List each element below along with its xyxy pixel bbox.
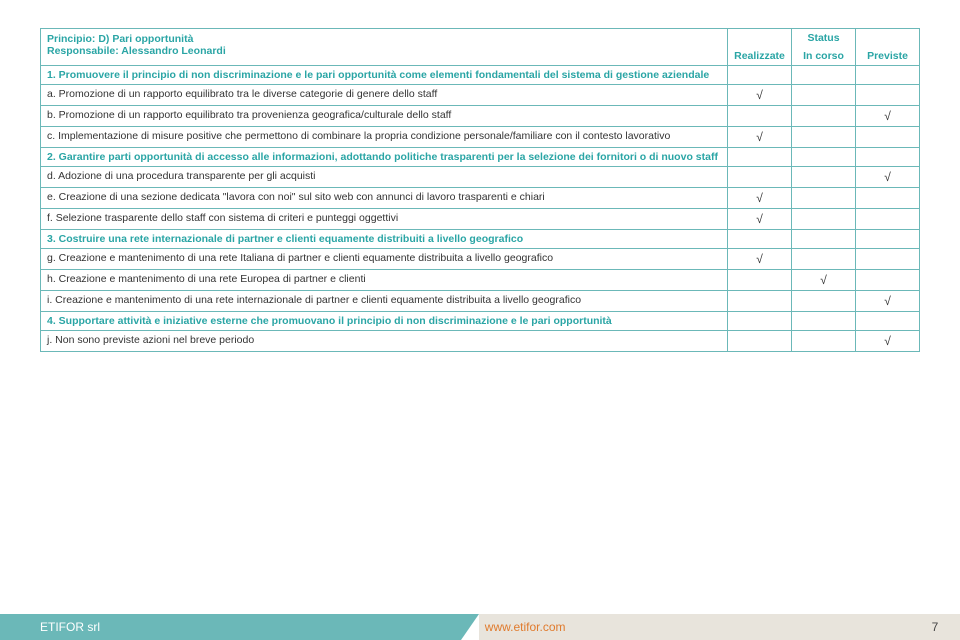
item-cell: h. Creazione e mantenimento di una rete … [41,270,728,291]
item-cell: g. Creazione e mantenimento di una rete … [41,249,728,270]
status-cell: √ [856,167,920,188]
status-cell: √ [856,291,920,312]
status-cell [728,106,792,127]
status-cell [856,209,920,230]
status-cell: √ [728,188,792,209]
status-cell: √ [792,270,856,291]
table-row: j. Non sono previste azioni nel breve pe… [41,331,920,352]
page-body: Principio: D) Pari opportunità Responsab… [0,0,960,614]
table-row: f. Selezione trasparente dello staff con… [41,209,920,230]
status-col-previste-sub [856,29,920,48]
status-cell [856,270,920,291]
status-cell: √ [856,331,920,352]
status-cell [728,331,792,352]
status-cell [792,230,856,249]
status-cell: √ [856,106,920,127]
status-cell [792,66,856,85]
table-row: g. Creazione e mantenimento di una rete … [41,249,920,270]
status-header: Status [792,29,856,48]
status-cell [728,291,792,312]
status-col-realizzate-sub [728,29,792,48]
table-body: 1. Promuovere il principio di non discri… [41,66,920,352]
status-table: Principio: D) Pari opportunità Responsab… [40,28,920,352]
section-cell: 2. Garantire parti opportunità di access… [41,148,728,167]
item-cell: f. Selezione trasparente dello staff con… [41,209,728,230]
table-row: i. Creazione e mantenimento di una rete … [41,291,920,312]
status-cell [728,148,792,167]
item-cell: a. Promozione di un rapporto equilibrato… [41,85,728,106]
status-cell [856,249,920,270]
table-row: h. Creazione e mantenimento di una rete … [41,270,920,291]
status-cell [856,230,920,249]
status-cell [728,167,792,188]
table-row: 2. Garantire parti opportunità di access… [41,148,920,167]
header-principle: Principio: D) Pari opportunità Responsab… [41,29,728,66]
section-cell: 1. Promuovere il principio di non discri… [41,66,728,85]
status-col-realizzate: Realizzate [728,47,792,66]
status-cell [792,167,856,188]
table-row: 1. Promuovere il principio di non discri… [41,66,920,85]
status-cell [792,127,856,148]
table-row: e. Creazione di una sezione dedicata "la… [41,188,920,209]
status-cell [792,148,856,167]
status-cell [856,127,920,148]
footer-company: ETIFOR srl [0,614,461,640]
status-col-previste: Previste [856,47,920,66]
status-cell [792,312,856,331]
footer-url: www.etifor.com [479,614,910,640]
status-cell [856,188,920,209]
section-cell: 3. Costruire una rete internazionale di … [41,230,728,249]
status-col-incorso: In corso [792,47,856,66]
item-cell: e. Creazione di una sezione dedicata "la… [41,188,728,209]
status-cell [792,291,856,312]
status-cell [728,230,792,249]
status-cell [792,331,856,352]
status-cell [792,209,856,230]
page-footer: ETIFOR srl www.etifor.com 7 [0,614,960,640]
item-cell: j. Non sono previste azioni nel breve pe… [41,331,728,352]
status-cell [792,85,856,106]
status-cell [856,85,920,106]
status-cell [792,188,856,209]
status-cell: √ [728,85,792,106]
item-cell: i. Creazione e mantenimento di una rete … [41,291,728,312]
status-cell [792,249,856,270]
status-cell: √ [728,209,792,230]
section-cell: 4. Supportare attività e iniziative este… [41,312,728,331]
table-row: a. Promozione di un rapporto equilibrato… [41,85,920,106]
header-line1: Principio: D) Pari opportunità [47,33,721,45]
status-cell [728,312,792,331]
item-cell: d. Adozione di una procedura transparent… [41,167,728,188]
footer-page-number: 7 [910,614,960,640]
header-line2: Responsabile: Alessandro Leonardi [47,45,721,57]
table-row: 4. Supportare attività e iniziative este… [41,312,920,331]
status-cell [856,312,920,331]
footer-divider-icon [461,614,479,640]
table-row: d. Adozione di una procedura transparent… [41,167,920,188]
status-cell [856,148,920,167]
status-cell [728,66,792,85]
status-cell [856,66,920,85]
status-cell: √ [728,127,792,148]
status-cell [792,106,856,127]
table-row: 3. Costruire una rete internazionale di … [41,230,920,249]
status-cell [728,270,792,291]
item-cell: b. Promozione di un rapporto equilibrato… [41,106,728,127]
table-row: c. Implementazione di misure positive ch… [41,127,920,148]
status-cell: √ [728,249,792,270]
table-row: b. Promozione di un rapporto equilibrato… [41,106,920,127]
item-cell: c. Implementazione di misure positive ch… [41,127,728,148]
